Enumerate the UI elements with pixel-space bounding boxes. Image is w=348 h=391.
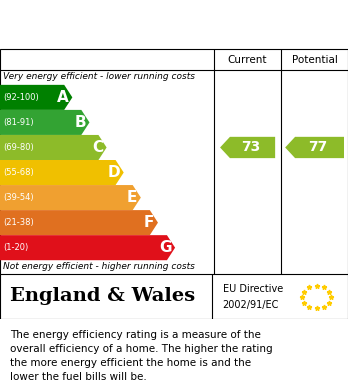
Text: Very energy efficient - lower running costs: Very energy efficient - lower running co…: [3, 72, 196, 81]
Polygon shape: [0, 185, 141, 210]
Text: (92-100): (92-100): [3, 93, 39, 102]
Polygon shape: [0, 160, 124, 185]
Text: F: F: [144, 215, 155, 230]
Polygon shape: [285, 137, 344, 158]
Text: EU Directive: EU Directive: [223, 284, 283, 294]
Text: 2002/91/EC: 2002/91/EC: [223, 300, 279, 310]
Text: (81-91): (81-91): [3, 118, 34, 127]
Text: (1-20): (1-20): [3, 243, 29, 252]
Polygon shape: [0, 210, 158, 235]
Polygon shape: [0, 135, 106, 160]
Text: (55-68): (55-68): [3, 168, 34, 177]
Text: Not energy efficient - higher running costs: Not energy efficient - higher running co…: [3, 262, 195, 271]
Text: D: D: [108, 165, 120, 180]
Polygon shape: [0, 110, 89, 135]
Text: E: E: [127, 190, 137, 205]
Text: B: B: [74, 115, 86, 130]
Text: (39-54): (39-54): [3, 193, 34, 202]
Text: Energy Efficiency Rating: Energy Efficiency Rating: [10, 14, 258, 32]
Text: (69-80): (69-80): [3, 143, 34, 152]
Text: 77: 77: [308, 140, 328, 154]
Text: C: C: [92, 140, 103, 155]
Text: Potential: Potential: [292, 55, 338, 65]
Text: (21-38): (21-38): [3, 218, 34, 227]
Polygon shape: [220, 137, 275, 158]
Text: G: G: [159, 240, 172, 255]
Text: 73: 73: [242, 140, 261, 154]
Polygon shape: [0, 85, 72, 110]
Text: Current: Current: [228, 55, 267, 65]
Polygon shape: [0, 235, 175, 260]
Text: England & Wales: England & Wales: [10, 287, 196, 305]
Text: The energy efficiency rating is a measure of the
overall efficiency of a home. T: The energy efficiency rating is a measur…: [10, 330, 273, 382]
Text: A: A: [57, 90, 69, 105]
